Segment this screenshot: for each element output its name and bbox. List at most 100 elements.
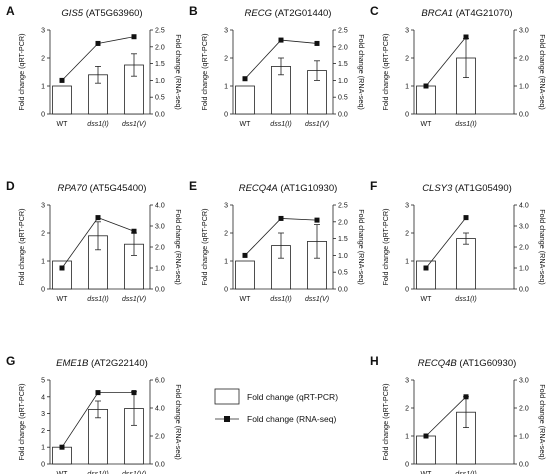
- left-tick-label: 1: [224, 259, 228, 266]
- category-label: dss1(V): [122, 471, 146, 474]
- left-tick-label: 3: [41, 28, 45, 35]
- gene-name: RPA70: [58, 183, 88, 194]
- left-tick-label: 3: [224, 203, 228, 210]
- legend-bar-label: Fold change (qRT-PCR): [247, 392, 338, 402]
- right-tick-label: 0.0: [155, 112, 165, 119]
- gene-name: RECG: [245, 8, 272, 19]
- left-axis-title: Fold change (qRT-PCR): [17, 209, 26, 286]
- gene-id: (AT5G45400): [87, 183, 147, 194]
- category-label: dss1(I): [87, 296, 108, 303]
- left-tick-label: 0: [405, 287, 409, 294]
- rnaseq-point: [95, 40, 101, 46]
- left-tick-label: 2: [405, 56, 409, 63]
- gene-id: (AT5G63960): [83, 8, 143, 19]
- gene-name: RECQ4B: [418, 358, 458, 369]
- left-tick-label: 1: [405, 259, 409, 266]
- left-axis-title: Fold change (qRT-PCR): [200, 34, 209, 111]
- left-tick-label: 0: [41, 287, 45, 294]
- category-label: dss1(V): [305, 121, 329, 128]
- gene-id: (AT2G22140): [88, 358, 148, 369]
- right-tick-label: 0.0: [338, 287, 348, 294]
- right-tick-label: 1.5: [338, 61, 348, 68]
- left-tick-label: 0: [224, 112, 228, 119]
- bar: [416, 435, 436, 465]
- rnaseq-point: [463, 215, 469, 221]
- rnaseq-point: [278, 37, 284, 43]
- left-tick-label: 2: [41, 231, 45, 238]
- left-tick-label: 0: [41, 112, 45, 119]
- left-tick-label: 3: [405, 28, 409, 35]
- rnaseq-point: [242, 252, 248, 258]
- category-label: dss1(V): [122, 121, 146, 128]
- right-tick-label: 1.0: [338, 78, 348, 85]
- rnaseq-point: [423, 265, 429, 271]
- right-axis-title: Fold change (RNA-seq): [538, 384, 547, 460]
- left-axis-title: Fold change (qRT-PCR): [381, 384, 390, 461]
- right-tick-label: 4.0: [155, 203, 165, 210]
- rnaseq-point: [131, 228, 137, 234]
- right-tick-label: 0.0: [155, 287, 165, 294]
- right-tick-label: 0.0: [338, 112, 348, 119]
- gene-id: (AT4G21070): [453, 8, 513, 19]
- bar: [235, 260, 255, 290]
- panel-title: BRCA1 (AT4G21070): [421, 8, 512, 19]
- category-label: dss1(I): [87, 471, 108, 474]
- left-tick-label: 5: [41, 378, 45, 385]
- right-tick-label: 2.5: [338, 28, 348, 35]
- panel-letter: F: [370, 179, 377, 193]
- category-label: dss1(I): [455, 471, 476, 474]
- gene-name: BRCA1: [421, 8, 453, 19]
- rnaseq-point: [278, 215, 284, 221]
- left-tick-label: 3: [224, 28, 228, 35]
- legend-bar-swatch: [214, 388, 240, 405]
- left-tick-label: 0: [405, 462, 409, 469]
- rnaseq-point: [423, 83, 429, 89]
- left-tick-label: 1: [41, 259, 45, 266]
- right-tick-label: 2.5: [338, 203, 348, 210]
- rnaseq-point: [59, 265, 65, 271]
- rnaseq-line: [425, 396, 467, 437]
- gene-name: CLSY3: [422, 183, 453, 194]
- right-tick-label: 1.0: [519, 434, 529, 441]
- right-tick-label: 3.0: [155, 224, 165, 231]
- right-tick-label: 1.5: [155, 61, 165, 68]
- left-tick-label: 1: [405, 84, 409, 91]
- rnaseq-point: [131, 34, 137, 40]
- left-axis-title: Fold change (qRT-PCR): [200, 209, 209, 286]
- left-tick-label: 2: [41, 428, 45, 435]
- legend-line-label: Fold change (RNA-seq): [247, 414, 336, 424]
- rnaseq-point: [314, 40, 320, 46]
- panel-title: GIS5 (AT5G63960): [61, 8, 142, 19]
- rnaseq-point: [59, 444, 65, 450]
- legend: Fold change (qRT-PCR) Fold change (RNA-s…: [214, 388, 338, 424]
- panel-letter: E: [189, 179, 197, 193]
- gene-name: RECQ4A: [239, 183, 278, 194]
- category-label: dss1(I): [270, 296, 291, 303]
- panel-title: RECG (AT2G01440): [245, 8, 332, 19]
- right-tick-label: 3.0: [519, 224, 529, 231]
- right-tick-label: 2.0: [519, 406, 529, 413]
- rnaseq-line: [425, 36, 467, 87]
- right-tick-label: 3.0: [519, 28, 529, 35]
- rnaseq-point: [423, 433, 429, 439]
- bar: [456, 238, 476, 290]
- left-tick-label: 2: [405, 231, 409, 238]
- left-axis-title: Fold change (qRT-PCR): [381, 34, 390, 111]
- gene-id: (AT1G05490): [452, 183, 512, 194]
- panel-c: C BRCA1 (AT4G21070) 0 1 2 3 0.0 1.0 2.0 3.0 Fold c…: [370, 4, 547, 128]
- category-label: WT: [240, 296, 252, 303]
- right-tick-label: 1.5: [338, 236, 348, 243]
- panel-title: RPA70 (AT5G45400): [58, 183, 147, 194]
- right-tick-label: 2.0: [338, 219, 348, 226]
- panel-d: D RPA70 (AT5G45400) 0 1 2 3 0.0 1.0 2.0 3.0 4.0 Fol…: [6, 179, 183, 303]
- category-label: WT: [421, 121, 433, 128]
- panel-letter: C: [370, 4, 379, 18]
- panel-title: RECQ4B (AT1G60930): [418, 358, 517, 369]
- panel-title: EME1B (AT2G22140): [56, 358, 148, 369]
- bar: [52, 85, 72, 115]
- left-axis-title: Fold change (qRT-PCR): [381, 209, 390, 286]
- category-label: WT: [421, 296, 433, 303]
- right-tick-label: 4.0: [519, 203, 529, 210]
- category-label: WT: [240, 121, 252, 128]
